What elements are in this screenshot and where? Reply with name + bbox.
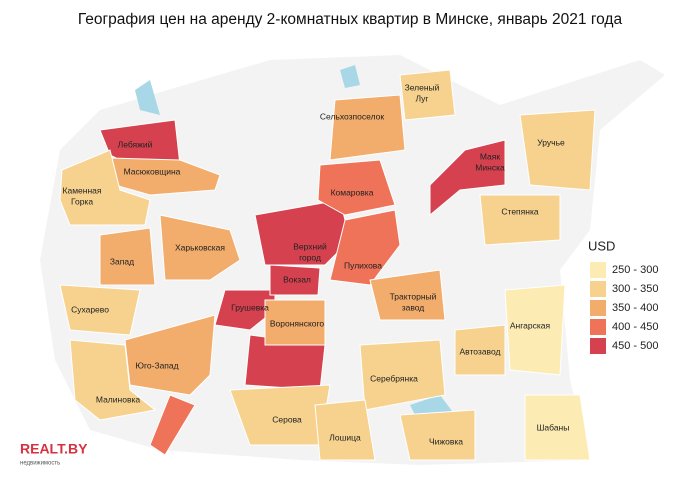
- district-label: Верхний: [293, 241, 327, 251]
- legend-label: 300 - 350: [612, 283, 658, 295]
- district: [159, 214, 241, 281]
- district-label: Каменная: [63, 185, 102, 195]
- district: [454, 324, 506, 376]
- district: [317, 159, 396, 216]
- district: [329, 209, 401, 286]
- logo: REALT.BY недвижимость: [20, 441, 88, 467]
- district: [399, 409, 476, 461]
- district: [399, 69, 456, 121]
- district: [479, 194, 561, 246]
- district-label: Вокзал: [283, 274, 311, 284]
- legend-swatch: [590, 262, 606, 278]
- legend-label: 450 - 500: [612, 340, 658, 352]
- district-label: Юго-Запад: [135, 360, 178, 370]
- district-label: Тракторный: [390, 291, 437, 301]
- district-label: Малиновка: [96, 394, 140, 404]
- legend-swatch: [590, 338, 606, 354]
- district-label: Серебрянка: [370, 373, 418, 383]
- district: [524, 394, 591, 461]
- district-label: Уручье: [537, 137, 565, 147]
- legend-label: 400 - 450: [612, 321, 658, 333]
- district-label: Минска: [475, 162, 505, 172]
- district: [329, 94, 406, 161]
- district: [264, 299, 326, 346]
- district: [124, 314, 216, 396]
- district-label: Луг: [415, 93, 428, 103]
- district-label: город: [299, 252, 321, 262]
- district-label: Степянка: [501, 206, 538, 216]
- district-label: Ангарская: [510, 320, 551, 330]
- district-label: Горка: [71, 196, 93, 206]
- district-label: Масюковщина: [124, 166, 181, 176]
- district-label: Харьковская: [175, 242, 225, 252]
- district-label: Сельхозпоселок: [320, 111, 384, 121]
- district-label: Пулихова: [344, 260, 382, 270]
- district-label: завод: [402, 302, 425, 312]
- district: [214, 289, 276, 331]
- legend-title: USD: [588, 238, 615, 253]
- district: [429, 139, 506, 217]
- district: [369, 269, 446, 321]
- district: [504, 284, 566, 376]
- district: [519, 109, 596, 191]
- district: [269, 264, 321, 296]
- legend-swatch: [590, 281, 606, 297]
- unlabeled-area: [149, 394, 196, 456]
- district: [59, 284, 141, 336]
- legend: USD 250 - 300 300 - 350 350 - 400 400 - 450 4…: [588, 238, 658, 354]
- district: [69, 339, 157, 421]
- district-label: Воронянского: [270, 318, 325, 328]
- district-label: Лошица: [329, 432, 361, 442]
- legend-swatch: [590, 319, 606, 335]
- legend-label: 250 - 300: [612, 264, 658, 276]
- district-label: Маяк: [480, 151, 501, 161]
- district: [314, 399, 376, 461]
- district-label: Грушевка: [231, 302, 269, 312]
- legend-label: 350 - 400: [612, 302, 658, 314]
- district-label: Комаровка: [331, 187, 374, 197]
- district: [59, 149, 151, 226]
- district-label: Зеленый: [405, 82, 440, 92]
- legend-swatch: [590, 300, 606, 316]
- district-label: Запад: [110, 256, 134, 266]
- logo-brand: REALT.BY: [20, 441, 88, 457]
- district: [359, 339, 446, 411]
- district-label: Автозавод: [460, 346, 501, 356]
- district-label: Лебяжий: [118, 139, 153, 149]
- district-label: Серова: [272, 414, 302, 424]
- district-label: Сухарево: [71, 304, 109, 314]
- district-label: Чижовка: [429, 436, 463, 446]
- logo-tagline: недвижимость: [20, 461, 60, 467]
- map-title: География цен на аренду 2-комнатных квар…: [78, 11, 623, 28]
- district: [99, 227, 156, 286]
- district-label: Шабаны: [537, 422, 570, 432]
